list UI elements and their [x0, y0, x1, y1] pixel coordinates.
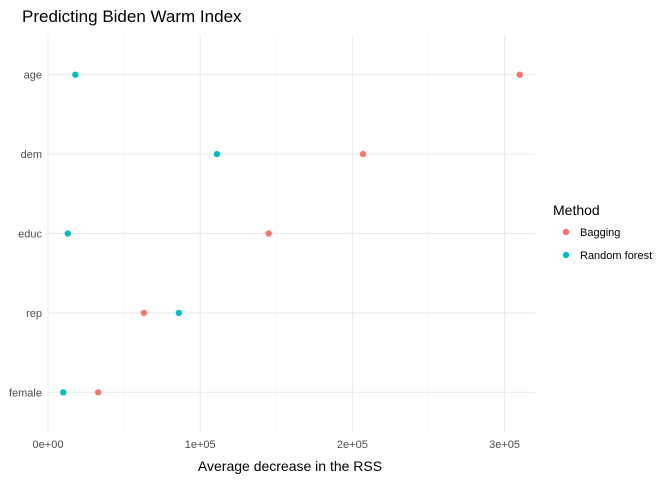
point-random-forest-age — [72, 71, 79, 78]
legend-label-bagging: Bagging — [580, 227, 620, 239]
x-axis-title: Average decrease in the RSS — [198, 458, 382, 474]
point-random-forest-dem — [213, 150, 221, 158]
x-axis: 0e+00 1e+05 2e+05 3e+05 — [33, 439, 520, 451]
y-tick-label-educ: educ — [18, 229, 42, 241]
y-axis: age dem educ rep female — [9, 70, 43, 400]
legend: Method Bagging Random forest — [553, 202, 652, 262]
legend-key-random-forest — [562, 251, 570, 259]
point-bagging-rep — [140, 309, 148, 317]
legend-key-bagging — [562, 228, 570, 236]
x-tick-label: 1e+05 — [185, 439, 216, 451]
point-bagging-age — [516, 71, 523, 78]
data-points — [60, 71, 523, 396]
chart-title: Predicting Biden Warm Index — [22, 7, 242, 26]
y-tick-label-rep: rep — [26, 308, 42, 320]
y-tick-label-female: female — [9, 387, 42, 399]
y-tick-label-dem: dem — [21, 149, 42, 161]
point-bagging-educ — [265, 230, 272, 237]
grid — [47, 35, 535, 432]
x-tick-label: 2e+05 — [337, 439, 368, 451]
x-tick-label: 0e+00 — [33, 439, 64, 451]
point-random-forest-rep — [175, 309, 183, 317]
point-random-forest-educ — [64, 230, 71, 237]
point-bagging-female — [95, 389, 102, 396]
point-bagging-dem — [359, 150, 367, 158]
x-tick-label: 3e+05 — [489, 439, 520, 451]
y-tick-label-age: age — [24, 70, 42, 82]
legend-label-random-forest: Random forest — [580, 250, 652, 262]
legend-title: Method — [553, 202, 600, 218]
point-random-forest-female — [60, 389, 67, 396]
